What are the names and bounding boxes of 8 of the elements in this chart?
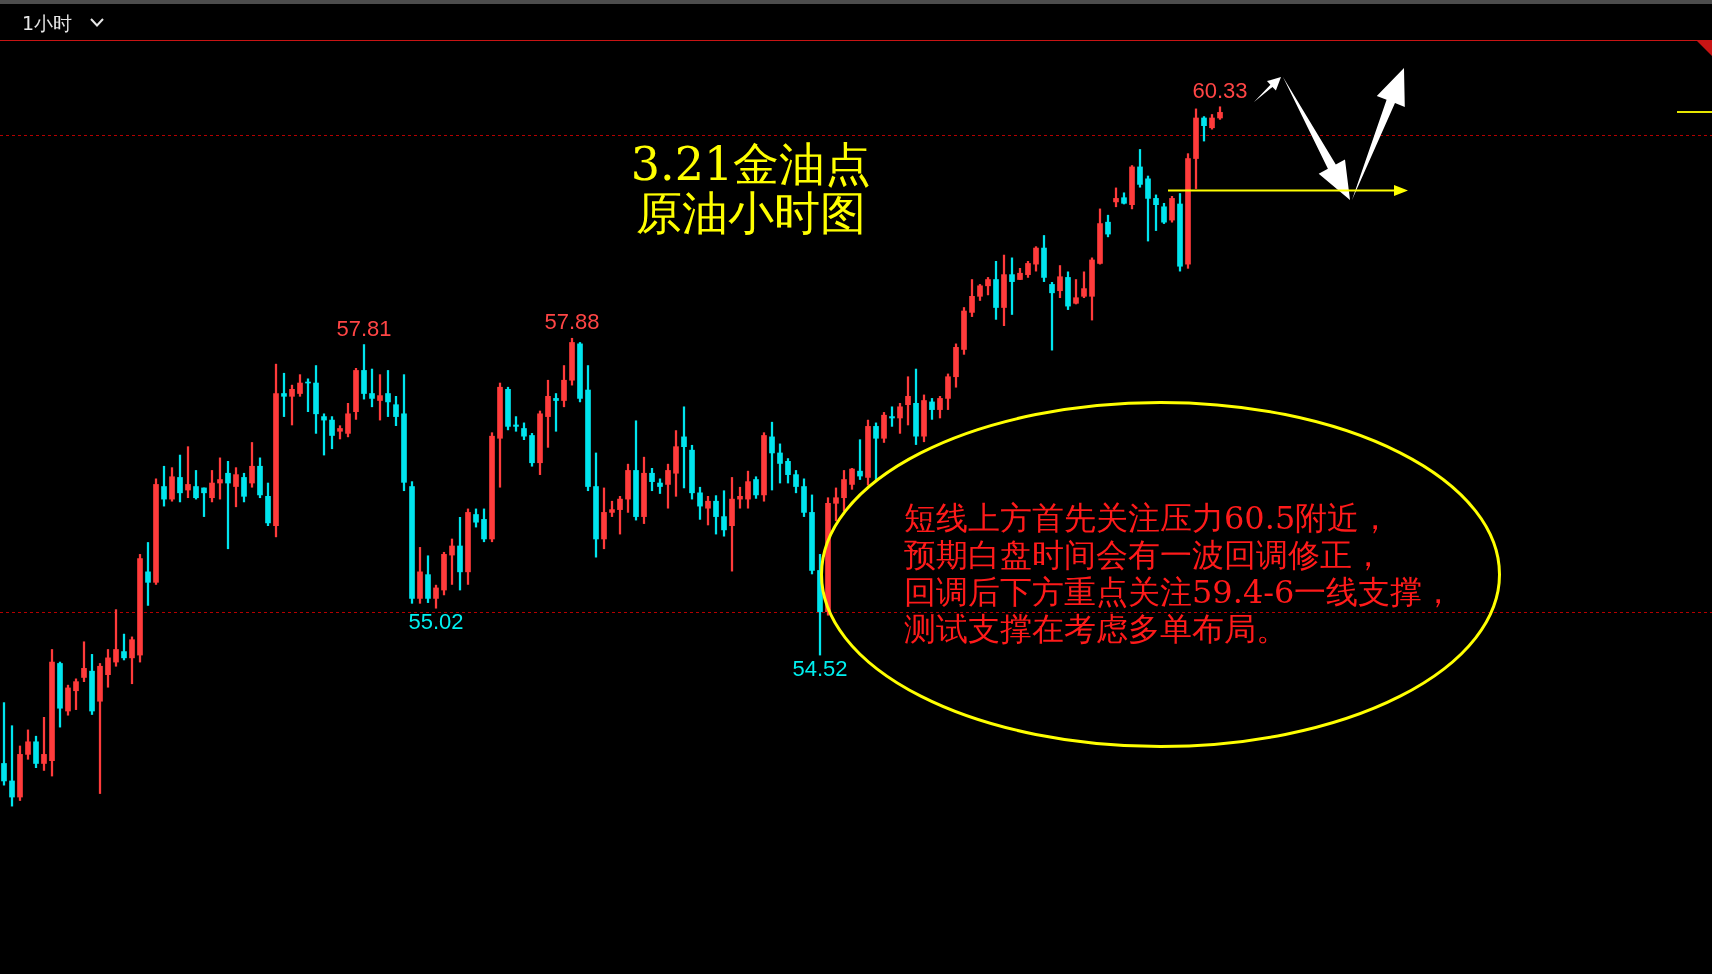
text: 3.21金油点 xyxy=(630,137,872,191)
annotation: 60.33 xyxy=(1192,77,1248,103)
annotation: 54.52 xyxy=(792,656,848,682)
annotation: 57.88 xyxy=(544,309,600,335)
annotation: 55.02 xyxy=(408,609,464,635)
text: 1小时 xyxy=(22,11,73,35)
annotation: 57.81 xyxy=(336,315,392,341)
annotation: 短线上方首先关注压力60.5附近，预期白盘时间会有一波回调修正，回调后下方重点关注59.4-6一线支撑，测试支撑在考虑多单布局。 xyxy=(904,499,1455,648)
